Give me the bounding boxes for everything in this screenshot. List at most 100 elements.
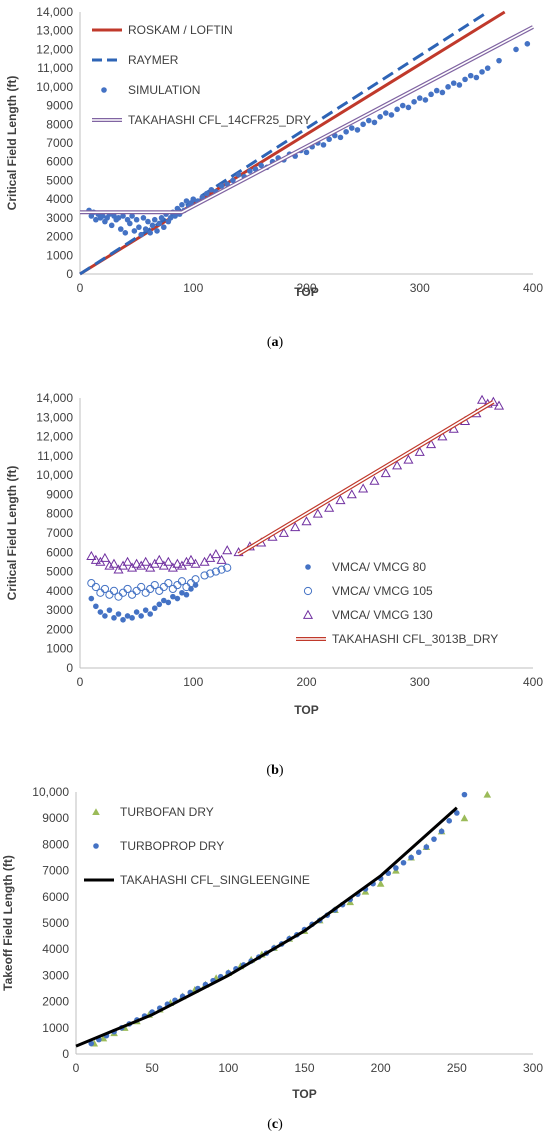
- data-point: [456, 82, 463, 88]
- data-point: [106, 607, 113, 613]
- data-point: [190, 196, 197, 202]
- data-point: [358, 483, 369, 493]
- y-axis-title: Critical Field Length (ft): [5, 76, 19, 211]
- data-point: [154, 554, 165, 564]
- data-point: [446, 818, 453, 824]
- legend-marker: [92, 808, 100, 816]
- data-point: [360, 121, 366, 128]
- data-point: [117, 226, 124, 232]
- data-point: [428, 91, 434, 98]
- data-point: [445, 84, 451, 90]
- data-point: [165, 599, 172, 606]
- x-tick-label: 400: [523, 281, 543, 295]
- y-tick-label: 3000: [42, 968, 69, 982]
- data-point: [97, 609, 104, 615]
- x-axis-title: TOP: [294, 703, 318, 717]
- y-tick-label: 10,000: [36, 80, 73, 94]
- legend-label: TURBOFAN DRY: [120, 805, 214, 819]
- legend: VMCA/ VMCG 80 VMCA/ VMCG 105 VMCA/ VMCG 13…: [296, 560, 498, 646]
- data-point: [258, 162, 265, 169]
- data-point: [127, 220, 133, 227]
- data-point: [301, 516, 312, 526]
- series-0: [88, 582, 199, 623]
- y-tick-label: 0: [62, 1047, 69, 1061]
- data-point: [416, 95, 423, 101]
- series-3: [80, 25, 534, 215]
- data-point: [423, 844, 430, 850]
- data-point: [217, 565, 226, 574]
- data-point: [158, 215, 165, 221]
- data-point: [174, 595, 181, 602]
- y-tick-label: 9000: [46, 487, 73, 501]
- data-point: [108, 558, 120, 568]
- data-point: [377, 114, 383, 120]
- x-tick-label: 150: [294, 1061, 314, 1075]
- legend-label: ROSKAM / LOFTIN: [128, 23, 233, 37]
- data-point: [337, 134, 344, 141]
- data-point: [88, 1040, 95, 1047]
- data-point: [496, 57, 502, 64]
- legend-marker: [305, 564, 311, 570]
- caption-paren-close: ): [278, 1117, 283, 1132]
- y-tick-label: 3000: [46, 211, 73, 225]
- data-point: [164, 579, 173, 588]
- data-point: [159, 582, 168, 592]
- data-point: [326, 136, 332, 143]
- y-tick-label: 2000: [46, 622, 73, 636]
- data-point: [147, 611, 154, 617]
- data-point: [172, 558, 183, 568]
- data-point: [433, 87, 440, 94]
- data-point: [230, 177, 236, 184]
- data-point: [439, 89, 446, 96]
- data-point: [411, 99, 417, 105]
- data-point: [382, 110, 389, 116]
- x-tick-label: 300: [523, 1061, 543, 1075]
- data-point: [141, 588, 150, 597]
- y-tick-label: 6000: [46, 155, 73, 169]
- y-tick-label: 10,000: [32, 785, 69, 799]
- x-tick-label: 200: [296, 281, 316, 295]
- data-point: [484, 65, 491, 71]
- data-point: [247, 168, 253, 174]
- data-point: [138, 613, 144, 619]
- y-tick-label: 6000: [46, 545, 73, 559]
- data-point: [167, 215, 174, 221]
- data-point: [133, 216, 140, 223]
- data-point: [388, 112, 395, 118]
- y-tick-label: 14,000: [36, 5, 73, 19]
- data-point: [86, 550, 97, 561]
- chart-panel-a: 010002000300040005000600070008000900010,…: [5, 5, 543, 350]
- y-tick-label: 3000: [46, 603, 73, 617]
- caption-paren-close: ): [279, 763, 284, 778]
- legend-marker: [303, 586, 313, 596]
- x-tick-label: 100: [183, 675, 203, 689]
- data-point: [222, 545, 233, 555]
- data-point: [120, 213, 126, 219]
- data-point: [365, 117, 372, 124]
- series-1: [88, 791, 468, 1047]
- data-point: [140, 215, 147, 221]
- data-point: [414, 446, 425, 456]
- y-tick-label: 12,000: [36, 42, 73, 56]
- y-tick-label: 7000: [46, 526, 73, 540]
- chart-panel-b: 010002000300040005000600070008000900010,…: [5, 391, 543, 778]
- data-point: [154, 228, 160, 234]
- y-tick-label: 5000: [42, 916, 69, 930]
- data-point: [349, 125, 355, 131]
- data-point: [99, 213, 106, 219]
- data-point: [320, 142, 327, 148]
- data-point: [173, 580, 182, 590]
- data-point: [120, 616, 126, 623]
- y-tick-label: 10,000: [36, 468, 73, 482]
- y-tick-label: 8000: [42, 837, 69, 851]
- data-point: [393, 865, 399, 871]
- series-3: [237, 400, 495, 556]
- data-point: [185, 554, 197, 564]
- data-point: [204, 190, 210, 197]
- legend-label: VMCA/ VMCG 80: [332, 560, 426, 574]
- x-tick-label: 0: [77, 675, 84, 689]
- y-tick-label: 12,000: [36, 430, 73, 444]
- panel-caption: (c): [267, 1117, 283, 1132]
- data-point: [146, 584, 155, 594]
- data-point: [168, 584, 177, 594]
